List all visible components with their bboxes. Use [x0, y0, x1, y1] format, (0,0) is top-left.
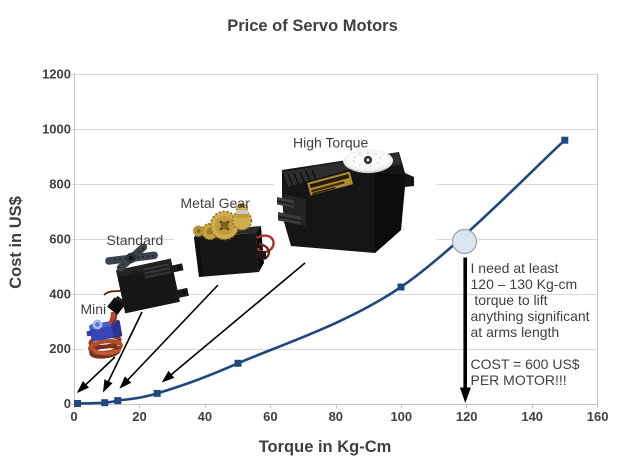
svg-text:I need at least: I need at least — [471, 260, 559, 276]
svg-text:High Torque: High Torque — [293, 135, 368, 151]
svg-text:800: 800 — [49, 176, 71, 191]
svg-text:140: 140 — [521, 409, 543, 424]
svg-text:1000: 1000 — [42, 121, 71, 136]
svg-text:at arms length: at arms length — [471, 324, 560, 340]
svg-text:400: 400 — [49, 286, 71, 301]
svg-text:Standard: Standard — [107, 232, 164, 248]
svg-text:Torque in Kg-Cm: Torque in Kg-Cm — [259, 438, 392, 456]
svg-text:160: 160 — [587, 409, 609, 424]
svg-text:PER MOTOR!!!: PER MOTOR!!! — [471, 372, 567, 388]
svg-text:100: 100 — [390, 409, 412, 424]
svg-text:1200: 1200 — [42, 67, 71, 82]
svg-text:120: 120 — [456, 409, 478, 424]
svg-text:COST = 600 US$: COST = 600 US$ — [471, 356, 580, 372]
svg-text:120 – 130 Kg-cm: 120 – 130 Kg-cm — [471, 276, 578, 292]
svg-text:Cost in US$: Cost in US$ — [7, 196, 25, 289]
svg-text:600: 600 — [49, 231, 71, 246]
svg-text:40: 40 — [198, 409, 212, 424]
svg-text:60: 60 — [263, 409, 277, 424]
svg-text:torque to lift: torque to lift — [471, 292, 548, 308]
svg-text:0: 0 — [70, 409, 77, 424]
svg-text:0: 0 — [64, 396, 71, 411]
svg-text:200: 200 — [49, 341, 71, 356]
svg-text:Mini: Mini — [81, 301, 107, 317]
svg-text:20: 20 — [132, 409, 146, 424]
svg-text:anything significant: anything significant — [471, 308, 590, 324]
svg-text:Metal Gear: Metal Gear — [181, 195, 251, 211]
svg-text:Price of Servo Motors: Price of Servo Motors — [227, 17, 398, 35]
svg-text:80: 80 — [329, 409, 343, 424]
